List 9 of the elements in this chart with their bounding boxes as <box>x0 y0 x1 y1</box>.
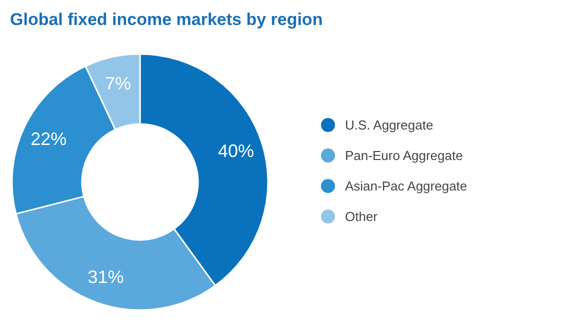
legend-label: Asian-Pac Aggregate <box>345 178 468 194</box>
chart-title: Global fixed income markets by region <box>10 10 323 29</box>
legend-label: Other <box>345 209 378 224</box>
data-label: 22% <box>30 128 67 149</box>
data-label: 7% <box>104 73 131 94</box>
data-label: 31% <box>88 267 124 288</box>
legend-label: U.S. Aggregate <box>345 118 434 132</box>
data-label: 40% <box>218 140 254 161</box>
legend-label: Pan-Euro Aggregate <box>345 148 463 163</box>
